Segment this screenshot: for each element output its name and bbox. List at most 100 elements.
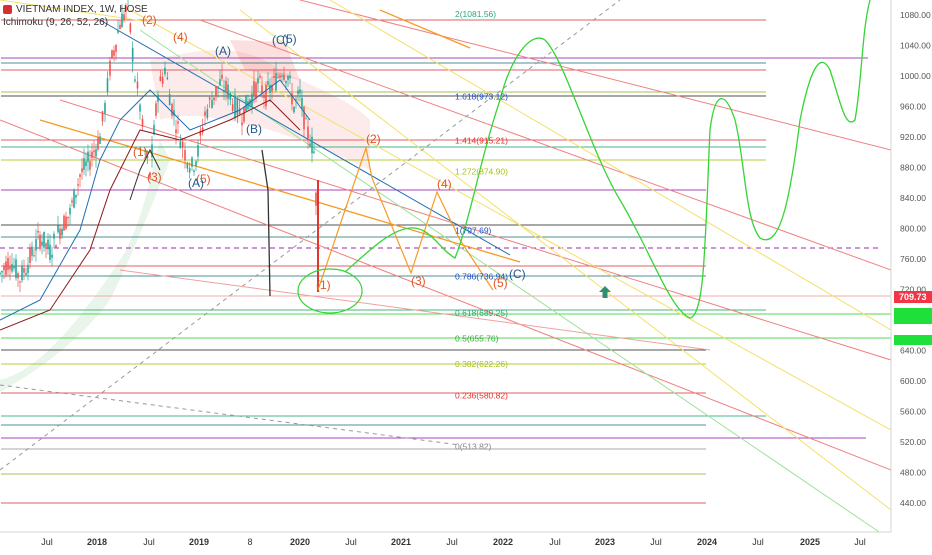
- candle-body: [17, 273, 19, 279]
- fib-label-1: 1(797.69): [455, 225, 492, 235]
- x-tick-label: Jul: [345, 537, 357, 547]
- candle-body: [136, 81, 139, 89]
- candle-body: [35, 239, 37, 251]
- x-tick-label: Jul: [446, 537, 458, 547]
- candle-body: [111, 50, 113, 58]
- candle-body: [53, 233, 55, 239]
- wave-label: (5): [196, 172, 211, 186]
- candle-body: [55, 245, 57, 249]
- candle-body: [201, 127, 204, 133]
- candle-body: [267, 81, 269, 85]
- x-tick-label: 2020: [290, 537, 310, 547]
- candle-body: [93, 150, 95, 153]
- trendline-yellow-top: [0, 0, 151, 23]
- candle-body: [277, 76, 279, 78]
- candle-body: [231, 104, 234, 111]
- trendline-yellow-2: [239, 9, 892, 511]
- trendline-orange-1: [39, 119, 521, 263]
- candle-body: [197, 145, 199, 157]
- candle-body: [204, 111, 206, 116]
- candle-body: [253, 80, 255, 96]
- candle-body: [75, 194, 77, 198]
- candle-body: [161, 76, 164, 84]
- y-tick-label: 1040.00: [900, 41, 931, 51]
- candle-body: [315, 192, 317, 206]
- candle-body: [104, 102, 106, 114]
- wave-label: (A): [188, 176, 204, 190]
- candle-body: [63, 215, 65, 231]
- x-tick-label: 2019: [189, 537, 209, 547]
- candle-body: [15, 259, 17, 278]
- candle-body: [7, 258, 9, 270]
- candle-body: [291, 93, 293, 105]
- candle-body: [23, 268, 25, 273]
- fib-label-2: 2(1081.56): [455, 9, 496, 19]
- candle-body: [29, 248, 31, 264]
- candle-body: [151, 144, 153, 157]
- x-tick-label: Jul: [650, 537, 662, 547]
- fib-label-0-236: 0.236(580.82): [455, 391, 508, 401]
- trendline-orange-top: [379, 9, 471, 49]
- green-level-tag: [894, 314, 932, 324]
- x-tick-label: Jul: [854, 537, 866, 547]
- candle-body: [287, 75, 289, 80]
- candle-body: [141, 118, 144, 127]
- y-tick-label: 520.00: [900, 437, 926, 447]
- candle-body: [106, 78, 109, 92]
- y-tick-label: 720.00: [900, 285, 926, 295]
- candle-body: [155, 103, 157, 116]
- trendline-blue: [99, 19, 511, 256]
- candle-body: [251, 93, 253, 106]
- candle-body: [293, 106, 295, 113]
- candle-body: [37, 230, 39, 233]
- candle-body: [221, 74, 223, 79]
- candle-body: [215, 86, 217, 96]
- candle-body: [69, 207, 71, 215]
- candle-body: [193, 170, 195, 172]
- candle-body: [115, 44, 117, 52]
- x-tick-label: 8: [247, 537, 252, 547]
- arrow-up-icon[interactable]: [598, 285, 612, 299]
- candle-body: [91, 151, 93, 158]
- candle-body: [245, 95, 247, 112]
- candle-body: [3, 266, 5, 271]
- fib-label-0: 0(513.82): [455, 442, 492, 452]
- candle-body: [153, 124, 155, 135]
- wave-label: (C): [509, 267, 526, 281]
- candle-body: [261, 85, 263, 95]
- y-tick-label: 840.00: [900, 193, 926, 203]
- wave-label: (5): [282, 32, 297, 46]
- candle-body: [171, 103, 173, 116]
- trendline-yellow-1: [129, 9, 892, 431]
- candle-body: [236, 98, 239, 115]
- candle-body: [297, 90, 299, 94]
- y-tick-label: 960.00: [900, 102, 926, 112]
- y-tick-label: 640.00: [900, 346, 926, 356]
- candle-body: [139, 104, 141, 112]
- wave-label: (1): [133, 145, 148, 159]
- candle-body: [73, 189, 75, 208]
- trendline-red-4: [59, 99, 892, 361]
- x-tick-label: 2021: [391, 537, 411, 547]
- wave-label: (2): [142, 13, 157, 27]
- indicator-row[interactable]: Ichimoku (9, 26, 52, 26): [3, 16, 148, 29]
- candle-body: [146, 156, 149, 159]
- x-tick-label: 2022: [493, 537, 513, 547]
- price-tag-value: 709.73: [899, 292, 927, 302]
- candle-body: [255, 82, 257, 99]
- candle-body: [33, 255, 35, 257]
- symbol-row[interactable]: VIETNAM INDEX, 1W, HOSE: [3, 3, 148, 16]
- candle-body: [225, 80, 227, 92]
- candle-body: [285, 81, 287, 84]
- green-level-tag: [894, 335, 932, 345]
- green-level-tag: [894, 308, 932, 318]
- projection-path-green: [344, 0, 871, 319]
- x-tick-label: 2025: [800, 537, 820, 547]
- candle-body: [129, 23, 132, 33]
- candle-body: [206, 109, 209, 119]
- fib-label-0-786: 0.786(736.94): [455, 272, 508, 282]
- candle-body: [234, 95, 236, 118]
- candle-body: [0, 272, 1, 275]
